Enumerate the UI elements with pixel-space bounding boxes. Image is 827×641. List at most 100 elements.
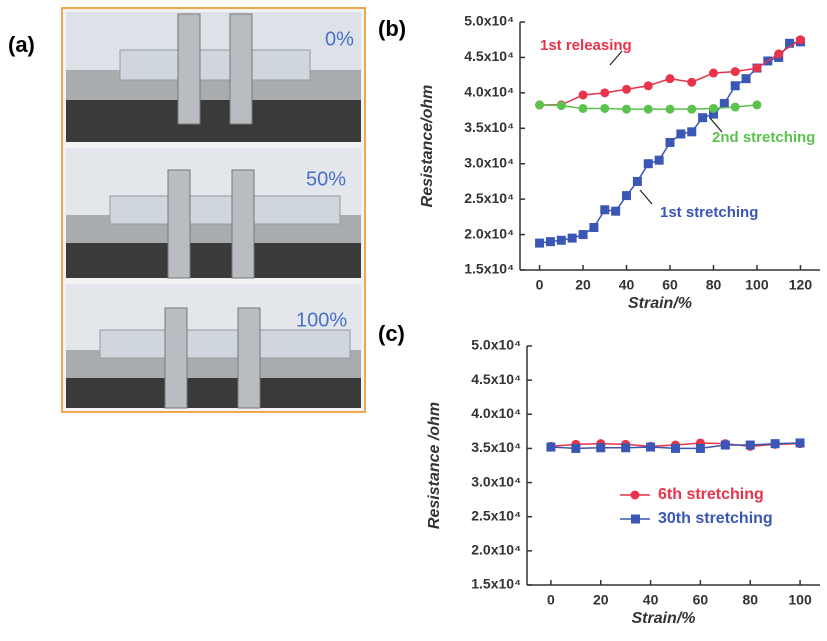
x-tick-label: 20 [575,277,591,293]
y-tick-label: 2.0x10⁴ [464,225,514,241]
y-tick-label: 3.0x10⁴ [471,473,521,489]
panel-label: (b) [378,16,406,41]
marker [596,443,606,453]
x-tick-label: 120 [789,277,813,293]
marker [745,440,755,450]
marker [556,101,566,111]
panel-label: (a) [8,32,35,57]
marker [730,67,740,77]
series-annotation: 1st releasing [540,37,632,54]
marker [600,88,610,98]
marker [695,443,705,453]
x-axis-label: Strain/% [628,295,692,312]
y-tick-label: 2.0x10⁴ [471,542,521,558]
x-tick-label: 100 [745,277,769,293]
y-tick-label: 3.5x10⁴ [471,439,521,455]
series-annotation: 2nd stretching [712,129,815,146]
y-tick-label: 5.0x10⁴ [471,337,521,353]
y-tick-label: 4.5x10⁴ [464,48,514,64]
x-tick-label: 0 [547,592,555,608]
y-tick-label: 4.0x10⁴ [471,405,521,421]
marker [556,235,566,245]
x-tick-label: 100 [788,592,812,608]
x-tick-label: 40 [643,592,659,608]
series-annotation: 1st stretching [660,204,758,221]
x-tick-label: 80 [742,592,758,608]
legend-label: 30th stretching [658,510,773,527]
marker [730,102,740,112]
marker [589,222,599,232]
arrow [609,50,623,66]
photo-label: 0% [325,28,354,50]
x-tick-label: 0 [536,277,544,293]
marker [676,129,686,139]
y-tick-label: 4.0x10⁴ [464,84,514,100]
marker [770,439,780,449]
panel-label: (c) [378,321,405,346]
marker [785,38,795,48]
marker [535,238,545,248]
photo [66,284,361,409]
marker [578,230,588,240]
y-tick-label: 1.5x10⁴ [464,261,514,277]
marker [665,137,675,147]
marker [535,100,545,110]
marker [571,443,581,453]
y-axis-label: Resistance /ohm [426,402,443,529]
legend-label: 6th stretching [658,486,764,503]
marker [741,74,751,84]
marker [687,104,697,114]
marker [654,155,664,165]
x-axis-label: Strain/% [631,610,695,627]
y-tick-label: 3.0x10⁴ [464,154,514,170]
marker [665,74,675,84]
y-tick-label: 2.5x10⁴ [464,190,514,206]
marker [774,49,784,59]
arrow [639,189,653,205]
arrow [709,117,723,133]
marker [720,440,730,450]
y-tick-label: 3.5x10⁴ [464,119,514,135]
photo [66,148,361,279]
x-tick-label: 60 [662,277,678,293]
marker [708,103,718,113]
photo-label: 100% [296,309,347,331]
marker [687,77,697,87]
y-tick-label: 1.5x10⁴ [471,576,521,592]
marker [752,100,762,110]
marker [730,81,740,91]
marker [632,176,642,186]
marker [621,443,631,453]
marker [578,103,588,113]
y-axis-label: Resistance/ohm [419,85,436,208]
marker [719,98,729,108]
marker [698,113,708,123]
marker [622,191,632,201]
marker [600,103,610,113]
marker [600,205,610,215]
marker [795,35,805,45]
photo [66,12,361,142]
marker [622,84,632,94]
marker [795,438,805,448]
marker [670,443,680,453]
marker [665,104,675,114]
x-tick-label: 60 [693,592,709,608]
y-tick-label: 2.5x10⁴ [471,507,521,523]
marker [622,104,632,114]
marker [546,442,556,452]
photo-panel: 0% 50% 100% [61,7,366,413]
marker [578,90,588,100]
marker [643,104,653,114]
marker [567,233,577,243]
marker [708,109,718,119]
marker [646,442,656,452]
y-tick-label: 4.5x10⁴ [471,371,521,387]
marker [643,81,653,91]
photo-label: 50% [306,168,346,190]
marker [545,237,555,247]
marker [611,206,621,216]
x-tick-label: 20 [593,592,609,608]
legend-marker [631,514,640,524]
